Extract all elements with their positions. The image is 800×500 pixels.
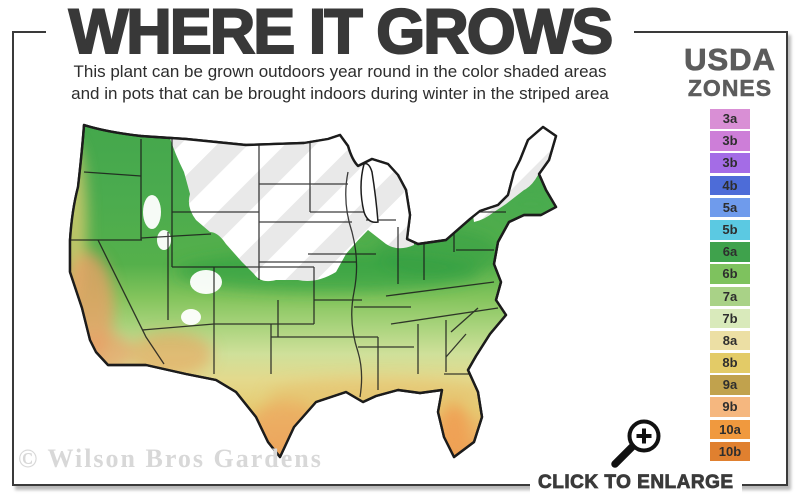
zone-chip-7b: 7b [710, 308, 750, 329]
zone-chip-9b: 9b [710, 397, 750, 418]
subtitle: This plant can be grown outdoors year ro… [40, 61, 640, 106]
magnifier-zoom-icon [611, 419, 661, 468]
legend-heading-usda: USDA [684, 42, 776, 78]
zone-chip-7a: 7a [710, 286, 750, 307]
zone-chip-9a: 9a [710, 375, 750, 395]
zone-chip-6a: 6a [710, 242, 750, 262]
striped-area-northeast [473, 125, 556, 222]
legend-heading-zones: ZONES [687, 75, 773, 102]
watermark: © Wilson Bros Gardens [18, 444, 323, 473]
zone-chip-3b: 3b [710, 153, 750, 173]
zone-chip-8a: 8a [710, 330, 750, 351]
zone-chip-10b: 10b [710, 441, 750, 462]
zone-chip-5a: 5a [710, 197, 750, 218]
zone-chip-6b: 6b [710, 264, 750, 284]
zone-chip-3a: 3a [710, 109, 750, 129]
subtitle-line-1: This plant can be grown outdoors year ro… [73, 62, 607, 81]
state-borders [70, 125, 506, 398]
click-to-enlarge-label: CLICK TO ENLARGE [530, 470, 742, 498]
zone-chip-10a: 10a [710, 419, 750, 440]
click-to-enlarge-button[interactable]: CLICK TO ENLARGE [528, 412, 758, 498]
zone-chip-5b: 5b [710, 219, 750, 240]
subtitle-line-2: and in pots that can be brought indoors … [71, 84, 609, 104]
zone-chip-list: 3a 3b 3b 4b 5a 5b 6a 6b 7a 7b 8a 8b 9a 9b 10a 10b [672, 109, 788, 462]
lake-michigan [360, 162, 379, 224]
usda-zones-legend: USDA ZONES 3a 3b 3b 4b 5a 5b 6a 6b 7a 7b 8a 8b 9a 9b 1… [672, 42, 788, 464]
zone-chip-4b: 4b [710, 175, 750, 196]
page-title: WHERE IT GROWS [46, 0, 634, 68]
zone-chip-3b: 3b [710, 131, 750, 151]
usda-zone-map[interactable] [46, 112, 666, 468]
zone-chip-8b: 8b [710, 353, 750, 373]
